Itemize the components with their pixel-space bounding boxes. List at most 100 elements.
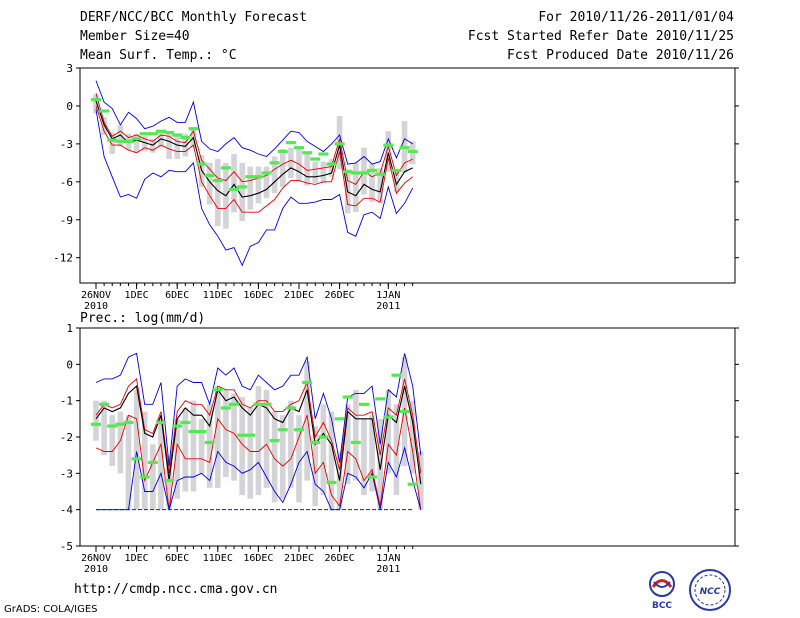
temp-observed-marker: [237, 185, 248, 189]
prec-y-tick-label: -3: [60, 467, 73, 480]
grads-credit: GrADS: COLA/IGES: [4, 604, 98, 615]
temp-observed-marker: [334, 142, 345, 146]
temp-spread-box: [255, 166, 262, 204]
temp-series-mean: [95, 100, 413, 198]
temp-x-tick-label: 16DEC: [243, 290, 273, 301]
temp-spread-box: [288, 147, 294, 179]
temp-y-tick-label: -9: [60, 214, 73, 227]
prec-spread-box: [361, 418, 367, 496]
temp-spread-box: [206, 162, 213, 205]
temp-spread-box: [231, 154, 237, 213]
prec-observed-marker: [229, 402, 240, 406]
started-refer-date: Fcst Started Refer Date 2010/11/25: [467, 29, 734, 44]
prec-observed-marker: [99, 402, 110, 406]
prec-observed-marker: [367, 475, 378, 479]
temp-observed-marker: [155, 129, 166, 133]
temp-observed-marker: [180, 135, 191, 140]
prec-spread-box: [109, 415, 116, 467]
temp-y-tick-label: -3: [60, 138, 73, 151]
prec-x-tick-year: 2010: [84, 564, 108, 575]
prec-spread-box: [255, 386, 262, 496]
prec-observed-marker: [358, 402, 369, 406]
prec-spread-box: [93, 400, 99, 441]
prec-y-tick-label: -5: [60, 540, 73, 553]
temp-spread-box: [150, 138, 156, 153]
prec-observed-marker: [302, 380, 313, 385]
member-size: Member Size=40: [80, 29, 190, 44]
prec-observed-marker: [399, 409, 410, 414]
temp-series-min: [95, 109, 414, 267]
temp-spread-box: [239, 162, 245, 222]
prec-spread-box: [353, 389, 359, 481]
temp-plot-frame: [79, 67, 736, 284]
prec-observed-marker: [196, 429, 207, 434]
temp-spread-box: [369, 164, 375, 203]
prec-x-tick-label: 21DEC: [284, 553, 314, 564]
temp-y-tick-label: -12: [53, 252, 73, 265]
prec-x-tick-year: 2011: [376, 564, 400, 575]
prec-series-max: [95, 352, 422, 467]
temp-series-lower: [95, 105, 413, 213]
prec-observed-marker: [277, 428, 288, 432]
prec-spread-box: [198, 418, 205, 474]
prec-chart-title: Prec.: log(mm/d): [80, 311, 205, 326]
temp-spread-box: [385, 131, 392, 172]
prec-spread-box: [409, 400, 416, 474]
temp-x-tick-label: 11DEC: [203, 290, 233, 301]
temp-observed-marker: [358, 171, 369, 175]
temp-spread-box: [93, 94, 99, 114]
temp-spread-box: [361, 147, 367, 195]
temp-spread-box: [353, 162, 359, 213]
temp-spread-box: [312, 161, 319, 184]
prec-observed-marker: [91, 422, 101, 426]
temp-observed-marker: [302, 151, 313, 155]
prec-x-tick-label: 1JAN: [376, 553, 400, 564]
prec-spread-box: [206, 404, 213, 488]
temp-spread-box: [133, 133, 140, 153]
prec-spread-box: [344, 404, 351, 485]
temp-spread-box: [328, 159, 335, 177]
prec-x-tick-label: 16DEC: [243, 553, 273, 564]
temp-spread-box: [174, 133, 180, 160]
temp-spread-box: [263, 166, 270, 199]
temp-observed-marker: [245, 175, 256, 179]
temp-observed-marker: [391, 168, 402, 173]
temp-observed-marker: [318, 152, 329, 156]
prec-y-tick-label: 1: [66, 322, 73, 335]
temp-observed-marker: [220, 166, 231, 170]
footer-url[interactable]: http://cmdp.ncc.cma.gov.cn: [74, 582, 278, 597]
prec-x-tick-label: 26DEC: [325, 553, 355, 564]
temp-observed-marker: [91, 98, 101, 102]
prec-observed-marker: [139, 475, 150, 479]
produced-date: Fcst Produced Date 2010/11/26: [507, 48, 734, 63]
prec-observed-marker: [407, 482, 418, 486]
temp-observed-marker: [342, 170, 353, 174]
prec-spread-box: [174, 418, 180, 499]
temp-x-tick-label: 26DEC: [325, 290, 355, 301]
chart-title: DERF/NCC/BCC Monthly Forecast: [80, 10, 307, 25]
temp-x-tick-label: 21DEC: [284, 290, 314, 301]
temp-observed-marker: [107, 138, 118, 142]
temp-series-max: [95, 80, 413, 165]
prec-observed-marker: [285, 406, 296, 410]
prec-spread-box: [377, 418, 383, 510]
prec-spread-box: [166, 455, 172, 510]
prec-spread-box: [125, 415, 132, 510]
prec-series-lower: [95, 407, 422, 510]
prec-observed-marker: [131, 457, 142, 461]
prec-observed-marker: [375, 397, 386, 401]
prec-observed-marker: [147, 460, 158, 465]
temp-observed-marker: [196, 162, 207, 166]
prec-observed-marker: [350, 440, 361, 445]
prec-spread-box: [247, 407, 254, 499]
temp-observed-marker: [285, 141, 296, 145]
temp-x-tick-label: 1JAN: [376, 290, 400, 301]
prec-observed-marker: [180, 420, 191, 425]
prec-observed-marker: [342, 395, 353, 399]
prec-spread-box: [320, 404, 327, 496]
temp-y-tick-label: -6: [60, 176, 73, 189]
prec-observed-marker: [237, 433, 248, 437]
prec-observed-marker: [253, 402, 264, 406]
bcc-logo: BCC: [649, 571, 675, 610]
